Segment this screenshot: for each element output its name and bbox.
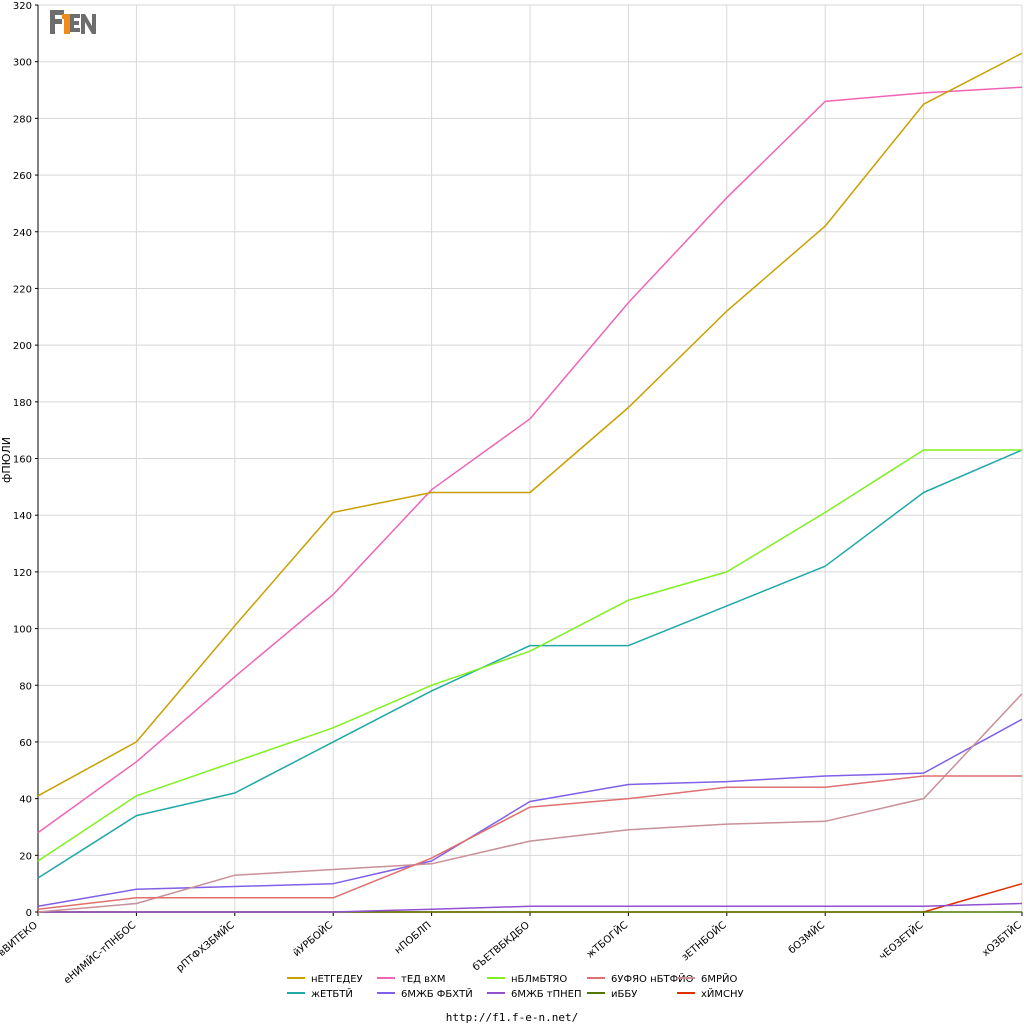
x-tick-label: вВИТЕКО <box>0 920 40 959</box>
legend-label: тЕД вХМ <box>401 974 446 985</box>
x-tick-label: чЕОЗЕТЙС <box>876 918 925 962</box>
y-tick-label: 240 <box>13 228 32 239</box>
x-tick-label: еНИМЙС-тПНБОС <box>61 918 139 986</box>
x-tick-label: хОЗБТЙС <box>979 918 1024 959</box>
y-tick-label: 140 <box>13 511 32 522</box>
legend-label: 6УФЯО нБТФЙО <box>611 972 694 985</box>
y-tick-label: 80 <box>19 681 32 692</box>
legend-label: нЕТГЕДЕУ <box>311 974 363 985</box>
y-axis-title: фПЮЛИ <box>0 437 13 483</box>
y-tick-labels: 0 20 40 60 80 100 120 140 160 180 200 220 240 260 280 3… <box>13 1 32 919</box>
y-tick-label: 20 <box>19 851 32 862</box>
y-tick-label: 280 <box>13 114 32 125</box>
y-tick-label: 40 <box>19 795 32 806</box>
y-tick-label: 200 <box>13 341 32 352</box>
series-line <box>38 902 1023 913</box>
legend-label: 6МРЙО <box>701 972 738 985</box>
x-tick-label: йУРБОЙС <box>290 918 335 959</box>
series-lines <box>37 52 1023 913</box>
series-line <box>37 775 1022 910</box>
x-tick-label: бЪЕТВБКДБО <box>471 920 532 974</box>
legend-label: жЕТБТЙ <box>311 987 353 1000</box>
x-tick-label: зЕТНБОЙС <box>679 918 729 963</box>
series-line <box>37 52 1023 797</box>
y-tick-label: 180 <box>13 398 32 409</box>
x-tick-label: бОЗМЙС <box>785 918 827 956</box>
series-line <box>37 449 1022 862</box>
series-line <box>37 718 1023 908</box>
y-tick-label: 120 <box>13 568 32 579</box>
legend-label: 6МЖБ тПНЕП <box>511 989 582 1000</box>
footer-url[interactable]: http://f1.f-e-n.net/ <box>446 1011 578 1024</box>
series-line <box>37 86 1023 834</box>
series-line <box>37 449 1023 879</box>
legend-label: иББУ <box>611 989 637 1000</box>
series-line <box>37 693 1023 913</box>
legend-label: хЙМСНУ <box>701 987 744 1000</box>
y-tick-label: 60 <box>19 738 32 749</box>
legend: нЕТГЕДЕУ тЕД вХМ нБЛмБТЯО 6УФЯО нБТФЙО 6МРЙО… <box>287 972 744 1000</box>
y-tick-label: 160 <box>13 455 32 466</box>
y-tick-label: 100 <box>13 625 32 636</box>
x-tick-label: нПОБЛП <box>393 920 434 957</box>
x-tick-label: рПТФХЗБМЙС <box>173 918 236 974</box>
x-tick-label: жТБОГЙС <box>583 918 630 960</box>
y-tick-label: 260 <box>13 171 32 182</box>
y-tick-label: 220 <box>13 284 32 295</box>
legend-label: нБЛмБТЯО <box>511 974 567 985</box>
f1en-logo <box>48 8 98 36</box>
y-tick-label: 320 <box>13 1 32 12</box>
grid <box>37 4 1023 913</box>
y-tick-label: 0 <box>26 908 32 919</box>
legend-label: 6МЖБ ФБХТЙ <box>401 987 473 1000</box>
y-tick-label: 300 <box>13 58 32 69</box>
